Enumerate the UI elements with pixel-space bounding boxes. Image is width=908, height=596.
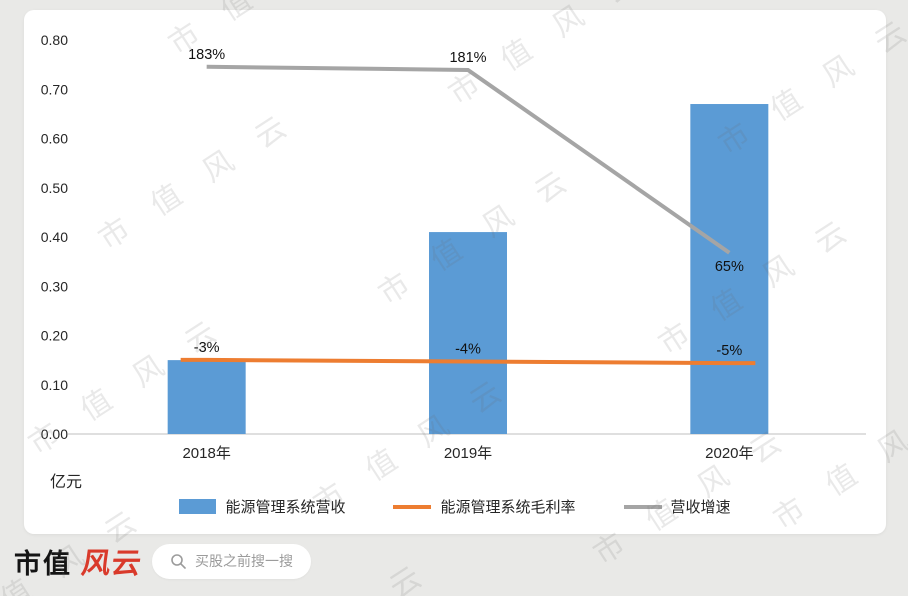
legend-label: 能源管理系统毛利率 <box>440 499 576 516</box>
y-axis-tick-label: 0.80 <box>41 32 68 48</box>
watermark-text: 市值风云 <box>503 581 735 596</box>
legend-item: 能源管理系统营收 <box>179 496 345 517</box>
legend-line-swatch <box>623 504 662 509</box>
y-axis-tick-label: 0.10 <box>41 377 68 393</box>
growth-line <box>206 64 731 255</box>
y-axis-unit-label: 亿元 <box>50 474 83 491</box>
margin-line <box>180 357 756 366</box>
chart-legend: 能源管理系统营收 能源管理系统毛利率 营收增速 <box>24 496 886 517</box>
revenue-bar <box>167 360 246 434</box>
legend-bar-swatch <box>179 499 217 514</box>
y-axis-tick-label: 0.70 <box>41 81 68 97</box>
data-label: -3% <box>194 340 220 356</box>
legend-item: 能源管理系统毛利率 <box>393 496 576 517</box>
y-axis-tick-label: 0.50 <box>41 180 68 196</box>
search-placeholder: 买股之前搜一搜 <box>195 553 294 569</box>
combo-chart: 0.00 0.10 0.20 0.30 0.40 0.50 0.60 0.70 0.80 2018… <box>41 32 866 462</box>
data-label: -5% <box>716 343 742 359</box>
brand-logo-fengyun: 风云 <box>79 548 144 580</box>
y-axis-tick-label: 0.40 <box>41 229 68 245</box>
x-axis-tick-label: 2020年 <box>705 445 753 462</box>
footer-bar: 市值 风云 买股之前搜一搜 <box>14 540 312 582</box>
legend-item: 营收增速 <box>623 496 731 517</box>
y-axis-tick-label: 0.00 <box>41 426 68 442</box>
legend-label: 营收增速 <box>670 499 731 516</box>
revenue-bar <box>690 104 769 435</box>
chart-card: 0.00 0.10 0.20 0.30 0.40 0.50 0.60 0.70 0.80 2018… <box>24 10 886 534</box>
y-axis-tick-label: 0.30 <box>41 278 68 294</box>
y-axis-tick-label: 0.20 <box>41 328 68 344</box>
revenue-bar <box>429 232 507 434</box>
data-label: 181% <box>449 50 486 66</box>
search-icon <box>171 554 186 569</box>
x-axis-tick-label: 2019年 <box>444 445 492 462</box>
data-label: -4% <box>455 342 481 358</box>
legend-label: 能源管理系统营收 <box>225 499 346 516</box>
x-axis-tick-label: 2018年 <box>182 445 230 462</box>
brand-text-shizhi: 市值 <box>14 548 72 579</box>
search-box[interactable]: 买股之前搜一搜 <box>152 543 312 579</box>
data-label: 65% <box>715 259 744 275</box>
data-label: 183% <box>188 47 225 63</box>
y-axis-tick-label: 0.60 <box>41 131 68 147</box>
legend-line-swatch <box>393 504 432 509</box>
